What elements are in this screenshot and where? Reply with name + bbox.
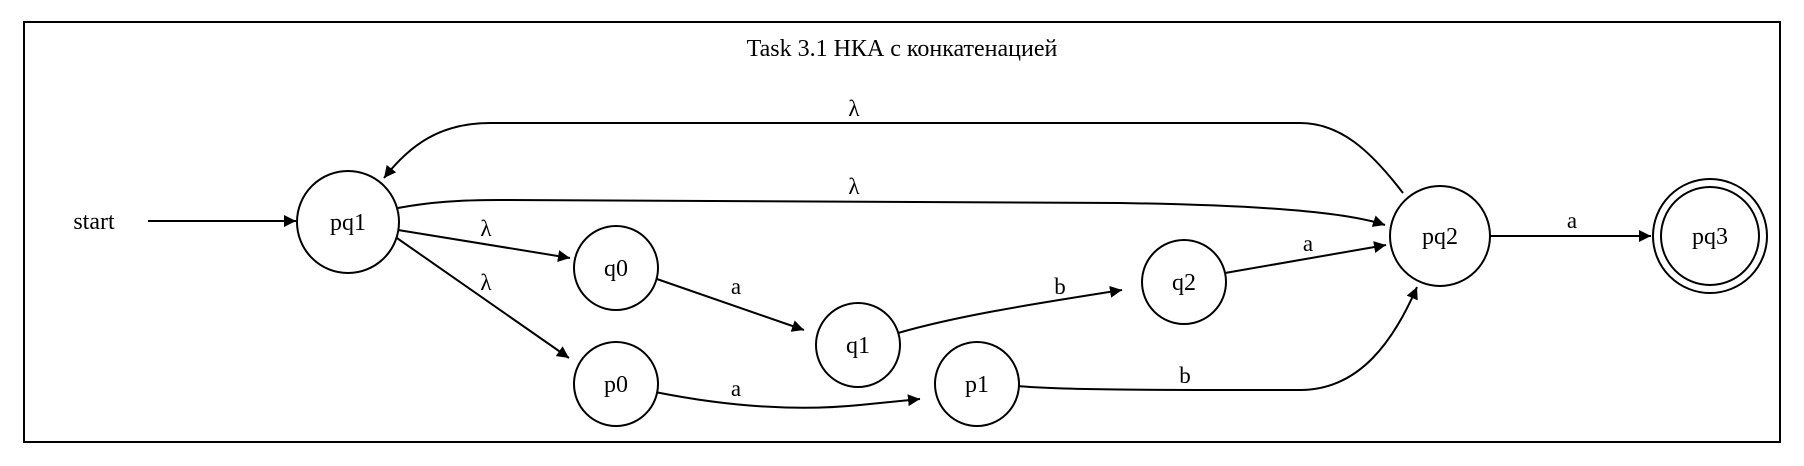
edge-label-q0-q1: a: [731, 274, 741, 299]
edge-p0-p1: [654, 391, 921, 409]
state-label-pq2: pq2: [1422, 224, 1458, 250]
edge-pq1-pq2: [397, 198, 1386, 227]
state-label-p1: p1: [965, 372, 989, 398]
edge-label-pq2-pq3: a: [1567, 208, 1577, 233]
edge-label-q1-q2: b: [1054, 274, 1066, 299]
edge-label-p1-pq2: b: [1179, 363, 1191, 388]
state-label-pq1: pq1: [330, 210, 366, 236]
start-label: start: [73, 209, 115, 235]
state-q0: q0: [573, 225, 659, 311]
state-pq1: pq1: [296, 170, 400, 274]
state-label-q1: q1: [846, 333, 870, 359]
edge-pq2-pq1: [383, 122, 1404, 194]
edge-label-pq2-pq1: λ: [848, 96, 860, 121]
edge-label-pq1-pq2: λ: [848, 174, 860, 199]
edge-label-pq1-p0: λ: [480, 270, 492, 295]
state-label-pq3: pq3: [1692, 224, 1728, 250]
state-p0: p0: [573, 341, 659, 427]
edge-pq1-p0: [393, 235, 570, 359]
edge-p1-pq2: [1017, 286, 1418, 392]
state-pq3-accepting: pq3: [1652, 178, 1768, 294]
state-pq2: pq2: [1389, 185, 1491, 287]
edge-label-pq1-q0: λ: [480, 216, 492, 241]
state-label-p0: p0: [604, 372, 628, 398]
state-q2: q2: [1141, 239, 1227, 325]
edge-q1-q2: [897, 285, 1123, 334]
edge-q2-pq2: [1224, 241, 1387, 274]
state-p1: p1: [934, 341, 1020, 427]
edge-q0-q1: [653, 277, 805, 332]
edge-pq1-q0: [397, 229, 571, 262]
state-q1: q1: [815, 302, 901, 388]
diagram-frame: [23, 21, 1781, 443]
edge-label-q2-pq2: a: [1303, 231, 1313, 256]
state-label-q2: q2: [1172, 270, 1196, 296]
edge-label-p0-p1: a: [731, 376, 741, 401]
diagram-title: Task 3.1 НКА с конкатенацией: [747, 36, 1058, 62]
state-label-q0: q0: [604, 256, 628, 282]
